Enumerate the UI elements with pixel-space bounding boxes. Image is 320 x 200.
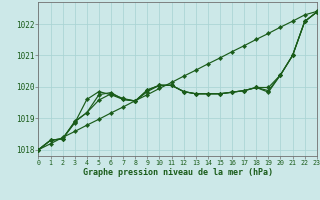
X-axis label: Graphe pression niveau de la mer (hPa): Graphe pression niveau de la mer (hPa) bbox=[83, 168, 273, 177]
